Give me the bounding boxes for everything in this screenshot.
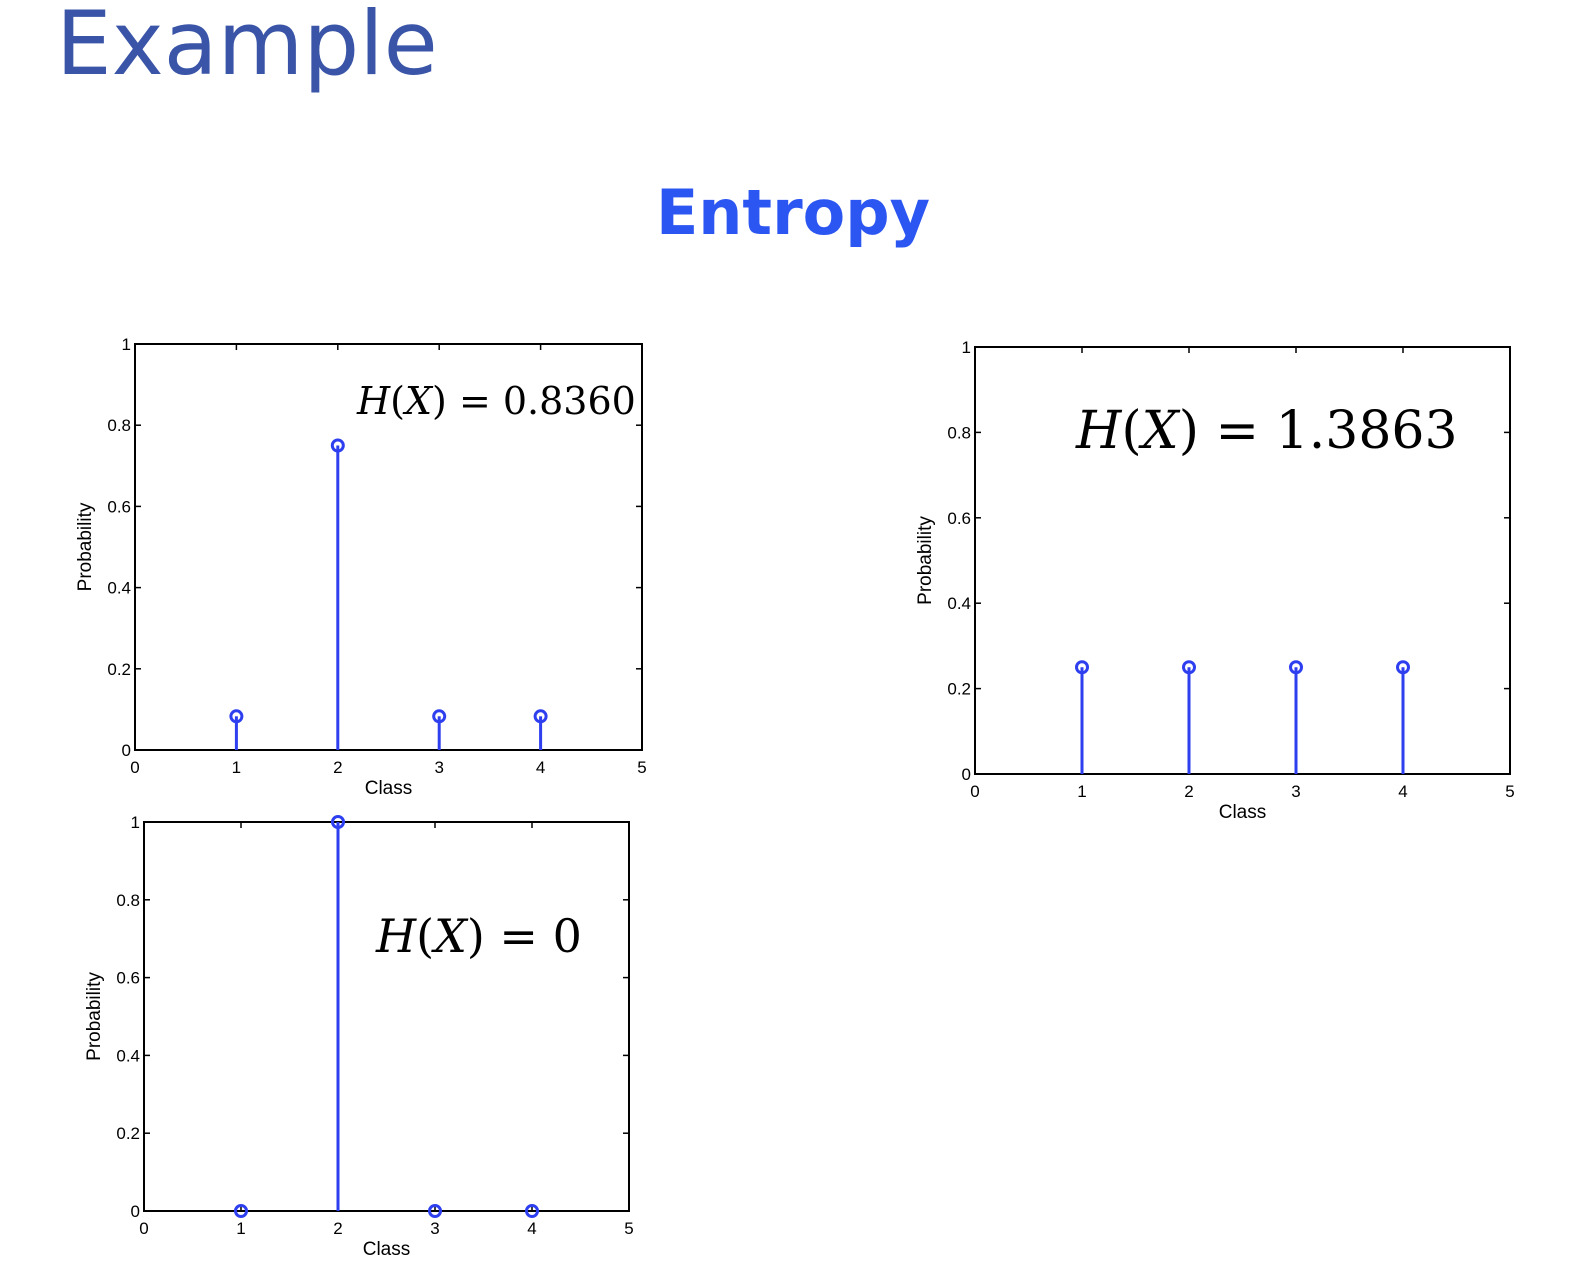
y-tick-label: 0.4 <box>107 579 131 598</box>
stem-marker <box>331 815 345 829</box>
y-tick-label: 0 <box>131 1202 140 1221</box>
y-tick-label: 0.8 <box>947 423 971 442</box>
stem-marker <box>1289 660 1303 675</box>
x-tick-label: 5 <box>637 758 646 777</box>
x-tick-label: 4 <box>536 758 545 777</box>
x-tick-label: 3 <box>430 1219 439 1238</box>
stem-chart-1: 0 1 2 3 4 5 0 0.2 0.4 0.6 0.8 1 Class Probability H(X)… <box>75 335 647 799</box>
y-tick-label: 0.6 <box>947 509 971 528</box>
y-tick-label: 0.6 <box>107 497 131 516</box>
plot-frame <box>134 343 643 751</box>
y-tick-label: 0.4 <box>116 1046 140 1065</box>
x-tick-label: 4 <box>1398 782 1407 801</box>
x-tick-label: 4 <box>527 1219 536 1238</box>
slide-title: Example <box>56 0 438 95</box>
stem-marker <box>229 709 244 724</box>
x-tick-label: 1 <box>232 758 241 777</box>
x-tick-label: 2 <box>1184 782 1193 801</box>
y-tick-label: 0.8 <box>116 891 140 910</box>
x-axis-label: Class <box>1219 802 1267 823</box>
entropy-annotation: H(X) = 1.3863 <box>1075 401 1458 461</box>
x-tick-label: 5 <box>1505 782 1514 801</box>
y-tick-label: 0.2 <box>947 680 971 699</box>
plot-frame <box>143 821 630 1212</box>
y-tick-label: 0.6 <box>116 969 140 988</box>
x-tick-label: 0 <box>139 1219 148 1238</box>
stem-marker <box>1182 660 1196 675</box>
x-tick-label: 3 <box>1291 782 1300 801</box>
x-axis-label: Class <box>363 1239 411 1260</box>
stem-marker <box>533 709 548 724</box>
stem-marker <box>525 1204 539 1218</box>
x-tick-label: 2 <box>333 1219 342 1238</box>
stem-marker <box>428 1204 442 1218</box>
y-tick-label: 0.4 <box>947 594 971 613</box>
x-tick-label: 0 <box>130 758 139 777</box>
stem-marker <box>234 1204 248 1218</box>
stem-chart-3: 0 1 2 3 4 5 0 0.2 0.4 0.6 0.8 1 Class Probability H(X)… <box>84 813 634 1260</box>
slide-subtitle: Entropy <box>655 176 931 249</box>
x-tick-label: 3 <box>434 758 443 777</box>
entropy-annotation: H(X) = 0 <box>375 909 582 963</box>
x-tick-label: 0 <box>970 782 979 801</box>
y-tick-label: 0.8 <box>107 416 131 435</box>
x-tick-label: 1 <box>1077 782 1086 801</box>
y-axis-label: Probability <box>75 502 96 591</box>
y-tick-label: 1 <box>122 335 131 354</box>
y-tick-label: 0.2 <box>107 660 131 679</box>
y-axis-label: Probability <box>915 516 936 605</box>
stem-marker <box>1075 660 1089 675</box>
y-tick-label: 0 <box>962 765 971 784</box>
stem-marker <box>432 709 447 724</box>
x-axis-label: Class <box>365 778 413 799</box>
y-tick-label: 0.2 <box>116 1124 140 1143</box>
stem-marker <box>330 438 345 453</box>
y-tick-label: 1 <box>962 338 971 357</box>
stem-chart-2: 0 1 2 3 4 5 0 0.2 0.4 0.6 0.8 1 Class Probability H(X)… <box>915 338 1515 823</box>
y-axis-label: Probability <box>84 972 105 1061</box>
y-tick-label: 1 <box>131 813 140 832</box>
plot-frame <box>974 346 1511 775</box>
x-tick-label: 1 <box>236 1219 245 1238</box>
stem-marker <box>1396 660 1410 675</box>
y-tick-label: 0 <box>122 741 131 760</box>
entropy-annotation: H(X) = 0.8360 <box>356 379 636 423</box>
x-tick-label: 5 <box>624 1219 633 1238</box>
x-tick-label: 2 <box>333 758 342 777</box>
